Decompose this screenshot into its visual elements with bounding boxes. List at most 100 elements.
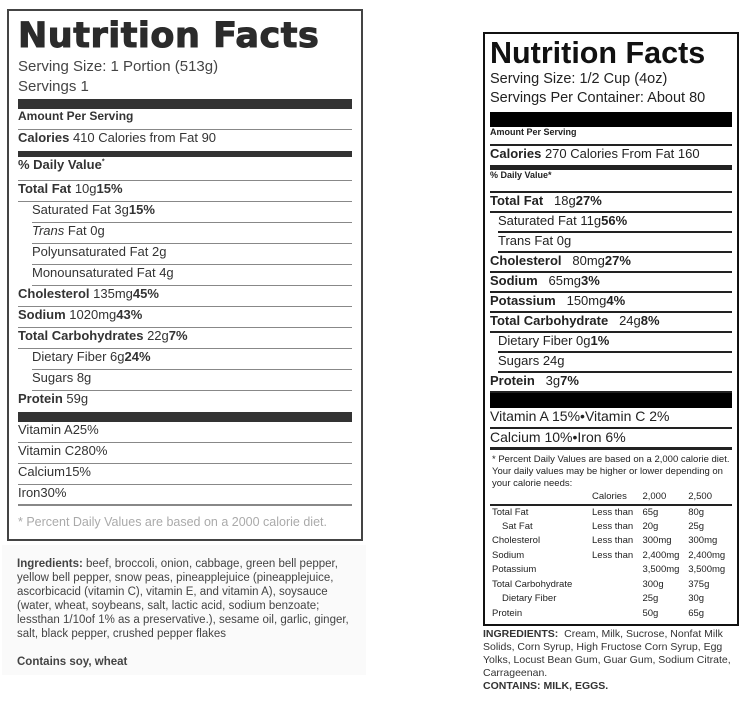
nutrient-daily-value: 1% [590, 333, 610, 348]
vitamin-value: 280% [74, 443, 108, 458]
nutrient-row: Trans Fat 0g [498, 233, 732, 253]
nutrient-row: Monounsaturated Fat 4g [32, 265, 352, 286]
dv-table-cell: Sat Fat [502, 520, 533, 532]
dv-table-cell: 65g [642, 506, 659, 518]
dv-table-row: Protein 50g 65g [490, 606, 732, 621]
ingredients-left: Ingredients: beef, broccoli, onion, cabb… [2, 545, 366, 675]
nutrient-amount: 59g [66, 391, 89, 406]
calories-value: 410 [72, 130, 95, 145]
dv-table-cell: 2,000 [642, 491, 667, 503]
nutrient-amount: 8g [76, 370, 92, 385]
nutrient-amount: 1020mg [69, 307, 117, 322]
calories-row: Calories 410 Calories from Fat 90 [18, 130, 352, 151]
nutrient-amount: 10g [74, 181, 97, 196]
dv-table-cell: 30g [688, 593, 705, 605]
daily-value-header: % Daily Value* [18, 157, 352, 181]
nutrient-label: Total Fat 10g [18, 181, 97, 196]
nutrient-label: Polyunsaturated Fat 2g [32, 244, 166, 259]
nutrient-list: Total Fat 10g15% Saturated Fat 3g15% Trans… [18, 181, 352, 412]
nutrition-label-left: Nutrition Facts Serving Size: 1 Portion … [7, 9, 363, 541]
dv-table-cell: 2,400mg [642, 549, 680, 561]
dv-table-row: Sat Fat Less than 20g 25g [490, 519, 732, 534]
nutrient-row: Dietary Fiber 0g1% [498, 333, 732, 353]
nutrient-daily-value: 27% [604, 253, 631, 268]
nutrient-name: Trans [32, 223, 65, 238]
nutrient-label: Total Fat 18g [490, 193, 576, 208]
nutrient-label: Dietary Fiber 6g [32, 349, 125, 364]
dv-table-row: Total Fat Less than 65g 80g [490, 505, 732, 520]
nutrient-name: Cholesterol [490, 253, 562, 268]
dv-table-cell: 25g [642, 593, 659, 605]
nutrient-row: Total Carbohydrates 22g7% [18, 328, 352, 349]
vitamin-row: Iron30% [18, 485, 352, 506]
nutrient-label: Total Carbohydrates 22g [18, 328, 169, 343]
vitamin-list: Vitamin A25% Vitamin C280% Calcium15% Iron3… [18, 422, 352, 506]
dv-table-cell: 375g [688, 578, 710, 590]
dv-table-row: Potassium 3,500mg 3,500mg [490, 563, 732, 578]
nutrient-row: Total Fat 18g27% [490, 193, 732, 213]
dv-table-cell [590, 577, 640, 592]
vitamin-row: Vitamin C280% [18, 443, 352, 464]
daily-value-table: Calories 2,000 2,500 Total Fat Less than 65g 8… [490, 490, 732, 621]
divider-thick [18, 412, 352, 422]
nutrient-name: Sugars [498, 353, 540, 368]
dv-table-cell: 300mg [688, 535, 718, 547]
nutrient-amount: 11g [580, 213, 602, 228]
dv-table-cell: Less than [592, 549, 634, 561]
nutrient-row: Potassium 150mg4% [490, 293, 732, 313]
nutrient-name: Protein [18, 391, 63, 406]
dv-table-cell: 300g [642, 578, 664, 590]
nutrient-daily-value: 15% [128, 202, 155, 217]
nutrient-row: Sodium 65mg3% [490, 273, 732, 293]
nutrient-daily-value: 43% [116, 307, 143, 322]
dv-table-cell: Total Carbohydrate [492, 578, 573, 590]
footnote: * Percent Daily Values are based on a 2,… [492, 454, 730, 489]
dv-table-row: Cholesterol Less than 300mg 300mg [490, 534, 732, 549]
divider-thick [18, 99, 352, 109]
nutrient-daily-value: 45% [132, 286, 159, 301]
dv-table-cell: 50g [642, 607, 659, 619]
vitamin-row: Vitamin A25% [18, 422, 352, 443]
calories-label: Calories [18, 130, 70, 145]
calories-from-fat: Calories From Fat 160 [570, 146, 700, 161]
nutrient-name: Potassium [490, 293, 556, 308]
dv-table-cell: 300mg [642, 535, 672, 547]
allergen-statement: Contains soy, wheat [17, 656, 128, 668]
nutrient-name: Sodium [490, 273, 538, 288]
nutrient-label: Cholesterol 135mg [18, 286, 133, 301]
dv-table-cell [590, 592, 640, 607]
nutrient-amount: 6g [110, 349, 125, 364]
dv-table-cell: 65g [688, 607, 705, 619]
servings: Servings 1 [18, 78, 89, 95]
nutrient-label: Trans Fat 0g [498, 233, 571, 248]
nutrient-row: Polyunsaturated Fat 2g [32, 244, 352, 265]
nutrient-label: Sodium 1020mg [18, 307, 116, 322]
nutrient-name: Monounsaturated Fat [32, 265, 156, 280]
dv-table-cell: Sodium [492, 549, 525, 561]
nutrient-row: Sugars 24g [498, 353, 732, 373]
nutrient-label: Total Carbohydrate 24g [490, 313, 641, 328]
dv-table-cell [590, 563, 640, 578]
bullet-icon: • [572, 429, 578, 445]
nutrient-name: Total Carbohydrates [18, 328, 144, 343]
nutrient-label: Protein 59g [18, 391, 88, 406]
dv-table-cell: Cholesterol [492, 535, 541, 547]
ingredients-label: Ingredients: [17, 558, 83, 570]
nutrient-row: Total Fat 10g15% [18, 181, 352, 202]
footnote: * Percent Daily Values are based on a 20… [18, 515, 327, 529]
nutrient-row: Protein 3g7% [490, 373, 732, 393]
nutrient-label: Potassium 150mg [490, 293, 606, 308]
dv-table-cell: Calories [592, 491, 627, 503]
vitamin-name: Vitamin A [18, 422, 73, 437]
nutrient-name: Total Fat [490, 193, 544, 208]
nutrient-daily-value: 27% [575, 193, 602, 208]
nutrient-label: Sugars 24g [498, 353, 565, 368]
bullet-icon: • [580, 408, 585, 424]
nutrient-name: Cholesterol [18, 286, 90, 301]
nutrient-amount: 2g [151, 244, 167, 259]
nutrient-daily-value: 15% [96, 181, 123, 196]
amount-per-serving: Amount Per Serving [490, 127, 732, 146]
dv-table-cell: Less than [592, 520, 634, 532]
dv-table-cell: Dietary Fiber [502, 593, 557, 605]
vitamin-item: Iron 6% [577, 429, 626, 445]
